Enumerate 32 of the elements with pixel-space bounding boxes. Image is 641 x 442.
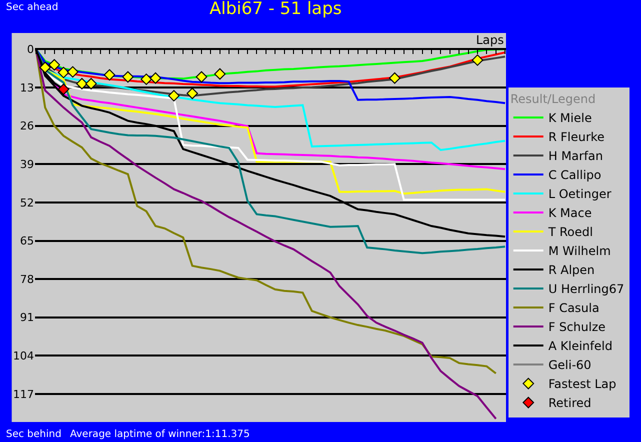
- legend-label: Retired: [548, 396, 592, 410]
- x-axis-title: Laps: [476, 33, 504, 47]
- legend-label: F Schulze: [548, 320, 606, 334]
- y-tick-label: 104: [13, 350, 34, 363]
- y-tick-label: 52: [20, 196, 34, 210]
- legend-label: A Kleinfeld: [548, 339, 612, 354]
- legend-title: Result/Legend: [510, 92, 596, 106]
- legend-label: Geli-60: [548, 358, 592, 372]
- legend-label: F Casula: [548, 301, 600, 316]
- legend-label: R Alpen: [548, 263, 595, 278]
- y-tick-label: 117: [13, 388, 34, 401]
- legend-label: K Mace: [548, 206, 592, 220]
- y-tick-label: 91: [20, 311, 34, 324]
- legend-label: C Callipo: [548, 168, 602, 182]
- y-tick-label: 39: [20, 158, 34, 171]
- legend-label: K Miele: [548, 111, 592, 126]
- y-tick-label: 26: [20, 120, 34, 133]
- y-tick-label: 78: [20, 272, 34, 286]
- chart-title: Albi67 - 51 laps: [209, 0, 342, 19]
- legend-label: M Wilhelm: [548, 244, 611, 258]
- legend-label: T Roedl: [547, 225, 593, 240]
- legend-label: H Marfan: [548, 149, 604, 164]
- text: Average laptime of winner:1:11.375: [70, 429, 250, 440]
- legend-label: U Herrling67: [548, 282, 624, 296]
- text: Sec ahead: [6, 2, 58, 13]
- legend-label: R Fleurke: [548, 130, 605, 144]
- text: Sec behind: [6, 429, 62, 440]
- legend-label: L Oetinger: [548, 187, 612, 202]
- legend-label: Fastest Lap: [548, 377, 616, 392]
- y-tick-label: 65: [20, 234, 34, 248]
- y-tick-label: 0: [27, 43, 34, 56]
- y-tick-label: 13: [20, 81, 34, 94]
